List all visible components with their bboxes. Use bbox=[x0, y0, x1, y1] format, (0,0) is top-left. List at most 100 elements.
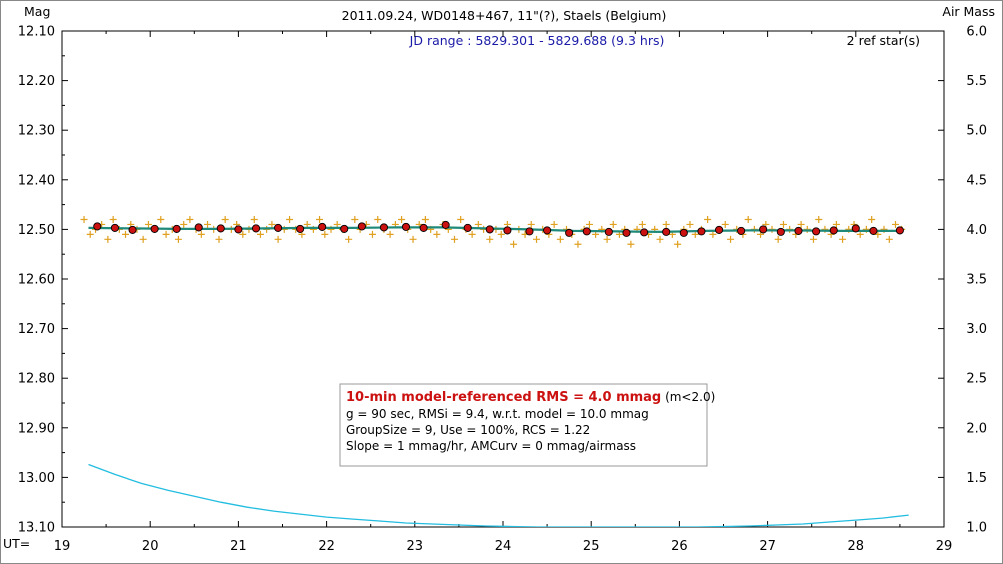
binned-point bbox=[441, 220, 450, 229]
raw-point bbox=[386, 230, 394, 238]
raw-point bbox=[157, 215, 165, 223]
binned-point bbox=[794, 226, 803, 235]
binned-point bbox=[582, 227, 591, 236]
raw-point bbox=[832, 220, 840, 228]
raw-point bbox=[286, 215, 294, 223]
y2-tick-label: 3.0 bbox=[966, 322, 987, 337]
x-tick-label: 25 bbox=[583, 539, 600, 554]
raw-point bbox=[885, 235, 893, 243]
x-tick-label: 22 bbox=[318, 539, 335, 554]
raw-point bbox=[139, 235, 147, 243]
x-tick-label: 20 bbox=[142, 539, 159, 554]
binned-point bbox=[622, 228, 631, 237]
binned-point bbox=[543, 226, 552, 235]
y2-tick-label: 5.0 bbox=[966, 124, 987, 139]
raw-point bbox=[221, 215, 229, 223]
x-tick-label: 21 bbox=[230, 539, 247, 554]
raw-point bbox=[709, 230, 717, 238]
binned-point bbox=[340, 224, 349, 233]
y-tick-label: 12.20 bbox=[18, 74, 55, 89]
binned-point bbox=[379, 223, 388, 232]
binned-point bbox=[296, 224, 305, 233]
binned-point bbox=[150, 224, 159, 233]
raw-point bbox=[510, 240, 518, 248]
y-tick-label: 12.90 bbox=[18, 421, 55, 436]
raw-point bbox=[186, 215, 194, 223]
binned-point bbox=[234, 225, 243, 234]
raw-point bbox=[497, 230, 505, 238]
info-box-frame bbox=[339, 383, 708, 467]
raw-point bbox=[204, 220, 212, 228]
raw-point bbox=[351, 215, 359, 223]
binned-point bbox=[419, 223, 428, 232]
binned-point bbox=[172, 224, 181, 233]
raw-point bbox=[674, 240, 682, 248]
raw-point bbox=[686, 220, 694, 228]
raw-point bbox=[433, 230, 441, 238]
binned-point bbox=[776, 227, 785, 236]
raw-point bbox=[144, 220, 152, 228]
y-tick-label: 12.70 bbox=[18, 322, 55, 337]
info-line-1: 10-min model-referenced RMS = 4.0 mmag (… bbox=[346, 390, 715, 405]
raw-point bbox=[345, 235, 353, 243]
binned-point bbox=[128, 225, 137, 234]
y2-tick-label: 1.5 bbox=[966, 471, 987, 486]
y-axis-label: Mag bbox=[24, 4, 50, 19]
raw-point bbox=[239, 230, 247, 238]
x-tick-label: 19 bbox=[54, 539, 71, 554]
binned-point bbox=[565, 228, 574, 237]
binned-point bbox=[357, 222, 366, 231]
x-tick-label: 28 bbox=[848, 539, 865, 554]
y2-axis-label: Air Mass bbox=[942, 4, 995, 19]
raw-point bbox=[556, 235, 564, 243]
binned-point bbox=[604, 227, 613, 236]
raw-point bbox=[727, 235, 735, 243]
y2-axis-ticks: 6.0 5.5 5.0 4.5 4.0 3.5 3.0 2.5 2.0 1.5 1.0 bbox=[938, 25, 987, 536]
x-tick-label: 29 bbox=[936, 539, 953, 554]
binned-point bbox=[110, 223, 119, 232]
raw-point bbox=[122, 230, 130, 238]
binned-point bbox=[812, 227, 821, 236]
raw-point bbox=[374, 215, 382, 223]
raw-point bbox=[86, 230, 94, 238]
info-line-3: GroupSize = 9, Use = 100%, RCS = 1.22 bbox=[346, 423, 590, 437]
x-axis-label: UT= bbox=[3, 536, 30, 551]
raw-point bbox=[803, 225, 811, 233]
y2-tick-label: 3.5 bbox=[966, 273, 987, 288]
raw-point bbox=[638, 220, 646, 228]
raw-point bbox=[468, 230, 476, 238]
airmass-line bbox=[88, 463, 909, 527]
raw-point bbox=[197, 230, 205, 238]
y2-tick-label: 4.0 bbox=[966, 223, 987, 238]
y-tick-label: 12.60 bbox=[18, 273, 55, 288]
raw-point bbox=[174, 235, 182, 243]
raw-point bbox=[457, 215, 465, 223]
binned-point bbox=[737, 226, 746, 235]
binned-point bbox=[274, 223, 283, 232]
y2-tick-label: 4.5 bbox=[966, 173, 987, 188]
raw-point bbox=[321, 230, 329, 238]
raw-point bbox=[109, 215, 117, 223]
y2-tick-label: 2.0 bbox=[966, 421, 987, 436]
rms-headline: 10-min model-referenced RMS = 4.0 mmag bbox=[346, 390, 661, 405]
raw-point bbox=[303, 220, 311, 228]
binned-point bbox=[679, 228, 688, 237]
raw-point bbox=[550, 220, 558, 228]
raw-point bbox=[839, 235, 847, 243]
binned-point bbox=[895, 226, 904, 235]
raw-point bbox=[104, 235, 112, 243]
raw-point bbox=[450, 235, 458, 243]
binned-point bbox=[715, 225, 724, 234]
raw-point bbox=[744, 215, 752, 223]
x-tick-label: 23 bbox=[407, 539, 424, 554]
binned-point bbox=[525, 227, 534, 236]
binned-point bbox=[251, 224, 261, 233]
raw-point bbox=[809, 235, 817, 243]
binned-points-series bbox=[93, 220, 904, 237]
y2-tick-label: 5.5 bbox=[966, 74, 987, 89]
binned-point bbox=[662, 227, 671, 236]
raw-point bbox=[215, 235, 223, 243]
raw-point bbox=[585, 220, 593, 228]
